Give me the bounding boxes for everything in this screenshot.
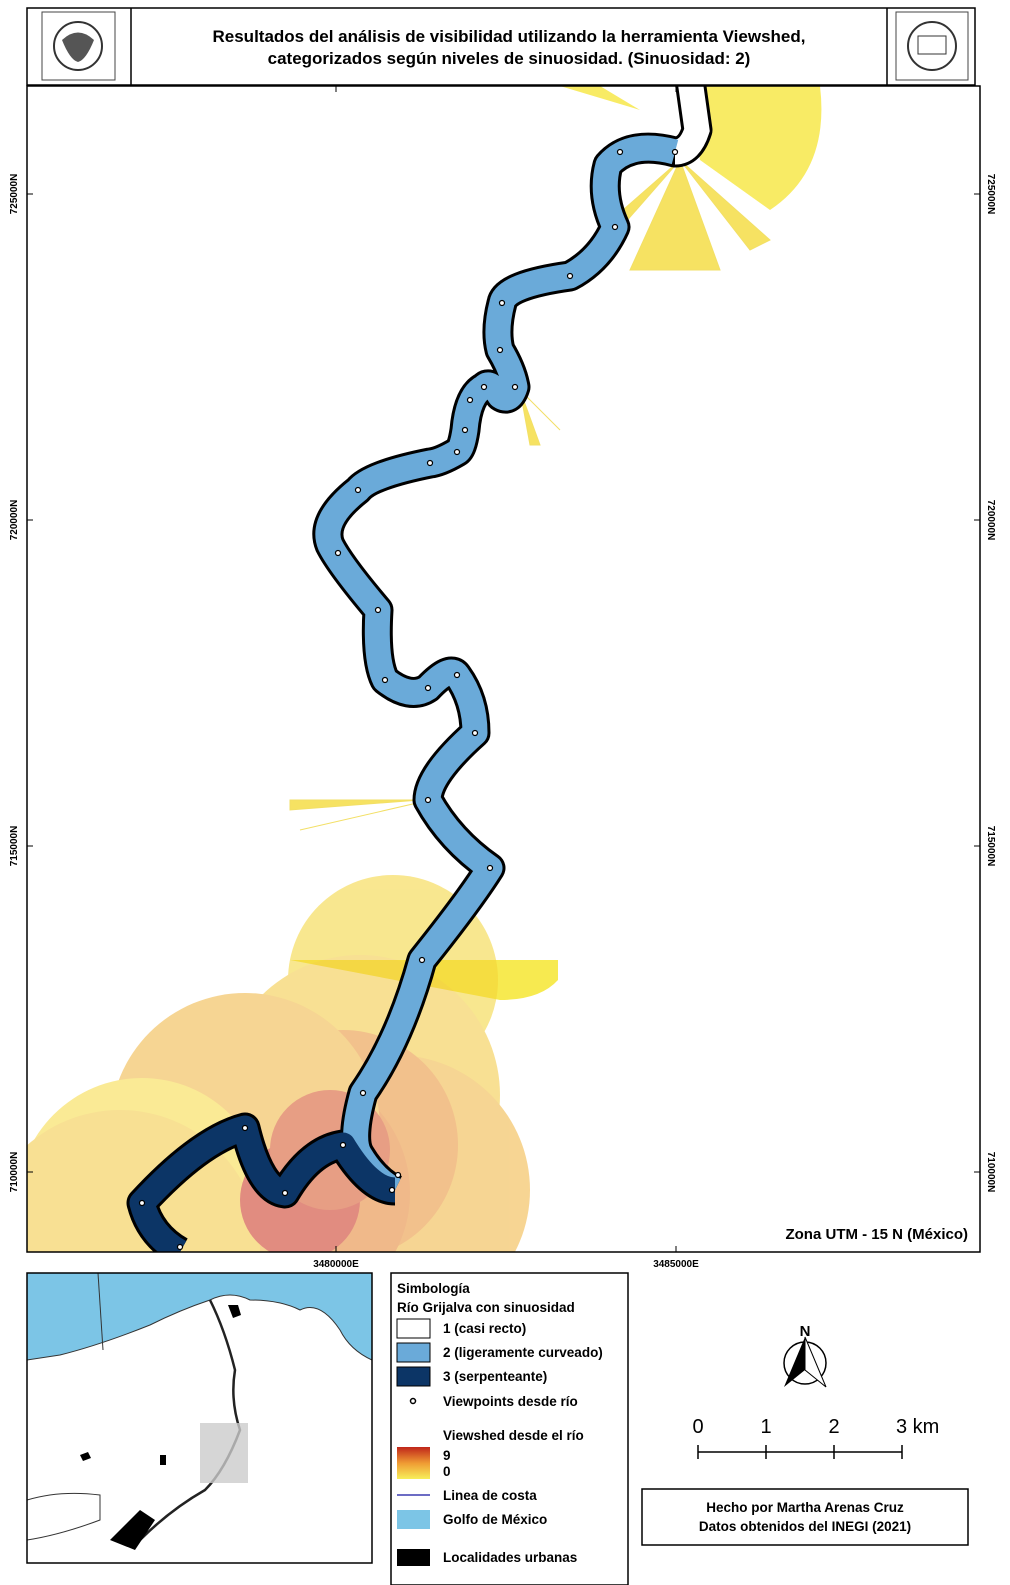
northing-label: 715000N — [985, 826, 996, 867]
legend-swatch — [397, 1510, 430, 1529]
map-page: Resultados del análisis de visibilidad u… — [0, 0, 1010, 1585]
scale-label: 3 km — [896, 1416, 939, 1438]
scale-label: 0 — [692, 1416, 703, 1438]
title: Resultados del análisis de visibilidad u… — [213, 27, 806, 46]
legend-item: Localidades urbanas — [443, 1550, 577, 1565]
legend-item: 0 — [443, 1464, 451, 1479]
header-frame — [27, 8, 975, 85]
northing-label: 720000N — [9, 500, 20, 541]
credit: Datos obtenidos del INEGI (2021) — [699, 1519, 911, 1534]
northing-label: 715000N — [9, 826, 20, 867]
scale-label: 2 — [828, 1416, 839, 1438]
easting-label: 3480000E — [313, 1259, 359, 1270]
scale-bar — [698, 1445, 902, 1459]
legend-swatch — [411, 1399, 416, 1404]
legend-item: Linea de costa — [443, 1488, 537, 1503]
credit: Hecho por Martha Arenas Cruz — [706, 1500, 904, 1515]
projection: Zona UTM - 15 N (México) — [785, 1226, 968, 1243]
legend-swatch — [397, 1367, 430, 1386]
legend-item: 1 (casi recto) — [443, 1321, 526, 1336]
north-arrow — [784, 1337, 826, 1387]
northing-label: 725000N — [9, 174, 20, 215]
legend-title: Simbología — [397, 1281, 470, 1296]
scale-label: 1 — [760, 1416, 771, 1438]
legend-item: 2 (ligeramente curveado) — [443, 1345, 603, 1360]
title: categorizados según niveles de sinuosida… — [268, 49, 751, 68]
legend-swatch — [397, 1343, 430, 1362]
legend-item: Viewshed desde el río — [443, 1428, 584, 1443]
northing-label: 710000N — [9, 1152, 20, 1193]
legend-item: Viewpoints desde río — [443, 1394, 578, 1409]
legend-item: 9 — [443, 1448, 451, 1463]
north-label: N — [800, 1323, 811, 1340]
northing-label: 720000N — [985, 500, 996, 541]
easting-label: 3485000E — [653, 1259, 699, 1270]
legend-subtitle: Río Grijalva con sinuosidad — [397, 1300, 575, 1315]
legend-gradient — [397, 1447, 430, 1479]
legend-item: Golfo de México — [443, 1512, 547, 1527]
legend-swatch — [397, 1549, 430, 1566]
legend-swatch — [397, 1319, 430, 1338]
inset-map — [27, 1273, 372, 1563]
credits-frame — [642, 1489, 968, 1545]
northing-label: 710000N — [985, 1152, 996, 1193]
northing-label: 725000N — [985, 174, 996, 215]
legend-item: 3 (serpenteante) — [443, 1369, 547, 1384]
